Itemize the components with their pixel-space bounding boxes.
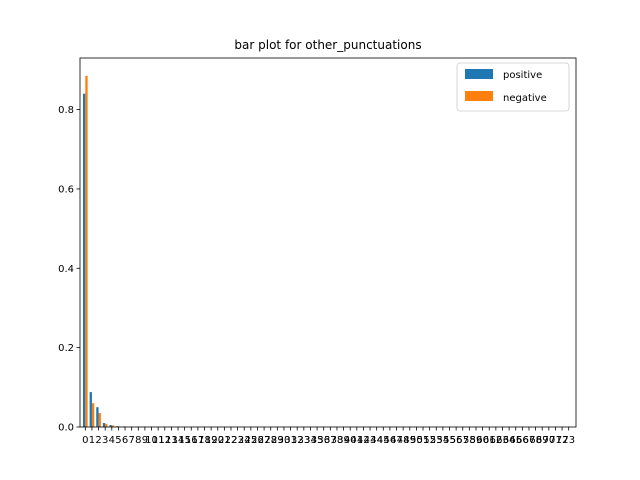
x-tick-label: 69: [536, 435, 549, 446]
x-tick-label: 46: [384, 435, 397, 446]
bar-negative-2: [98, 413, 101, 427]
x-tick-label: 65: [509, 435, 522, 446]
bar-positive-0: [83, 93, 86, 428]
x-tick-label: 10: [145, 435, 158, 446]
x-tick-label: 28: [264, 435, 277, 446]
x-tick-label: 18: [198, 435, 211, 446]
x-tick-label: 24: [238, 435, 251, 446]
y-tick-label: 0.0: [58, 423, 74, 434]
bar-negative-3: [105, 423, 108, 427]
x-tick-label: 45: [377, 435, 390, 446]
x-tick-label: 62: [489, 435, 502, 446]
x-tick-label: 32: [291, 435, 304, 446]
plot-frame: [79, 57, 577, 428]
x-tick-label: 4: [109, 435, 115, 446]
x-tick-label: 58: [463, 435, 476, 446]
x-tick-label: 44: [370, 435, 383, 446]
x-tick-label: 73: [562, 435, 575, 446]
bar-positive-2: [96, 407, 99, 427]
x-tick-label: 52: [423, 435, 436, 446]
x-tick-label: 26: [251, 435, 264, 446]
legend-swatch-negative: [465, 91, 493, 101]
legend-swatch-positive: [465, 69, 493, 79]
legend-label-positive: positive: [503, 70, 542, 81]
x-tick-label: 8: [135, 435, 141, 446]
x-tick-label: 16: [185, 435, 198, 446]
x-tick-label: 14: [172, 435, 185, 446]
legend-label-negative: negative: [503, 93, 547, 104]
x-tick-label: 71: [549, 435, 562, 446]
x-tick-label: 38: [331, 435, 344, 446]
x-tick-label: 70: [542, 435, 555, 446]
x-tick-label: 23: [231, 435, 244, 446]
x-tick-label: 53: [430, 435, 443, 446]
x-tick-label: 7: [128, 435, 134, 446]
x-tick-label: 67: [523, 435, 536, 446]
bar-positive-3: [102, 423, 106, 427]
x-tick-label: 66: [516, 435, 529, 446]
x-tick-label: 72: [556, 435, 569, 446]
x-tick-label: 68: [529, 435, 542, 446]
bar-positive-4: [109, 425, 112, 427]
x-tick-label: 57: [456, 435, 469, 446]
bar-negative-1: [91, 403, 95, 427]
x-tick-label: 50: [410, 435, 423, 446]
x-tick-label: 15: [178, 435, 191, 446]
bar-negative-0: [85, 75, 88, 427]
x-tick-label: 22: [225, 435, 238, 446]
chart-title: bar plot for other_punctuations: [234, 38, 421, 52]
x-tick-label: 61: [483, 435, 496, 446]
bar-negative-4: [111, 425, 115, 427]
x-tick-label: 49: [403, 435, 416, 446]
x-tick-label: 30: [278, 435, 291, 446]
x-tick-label: 39: [337, 435, 350, 446]
x-tick-label: 34: [304, 435, 317, 446]
bar-positive-1: [89, 392, 92, 427]
x-tick-label: 25: [244, 435, 257, 446]
x-tick-label: 54: [437, 435, 450, 446]
x-tick-label: 36: [317, 435, 330, 446]
x-tick-label: 63: [496, 435, 509, 446]
x-tick-label: 13: [165, 435, 178, 446]
x-tick-label: 59: [470, 435, 483, 446]
x-tick-label: 2: [95, 435, 101, 446]
x-tick-label: 6: [122, 435, 128, 446]
x-tick-label: 1: [89, 435, 95, 446]
x-tick-label: 48: [397, 435, 410, 446]
x-tick-label: 42: [357, 435, 370, 446]
x-tick-label: 19: [205, 435, 218, 446]
x-tick-label: 47: [390, 435, 403, 446]
y-tick-label: 0.8: [58, 105, 74, 116]
axes-layer: 0.00.20.40.60.80 1 2 3 4 5 6 7 8 9101112131415161…: [58, 105, 575, 446]
x-tick-label: 41: [350, 435, 363, 446]
x-tick-label: 31: [284, 435, 297, 446]
x-tick-label: 29: [271, 435, 284, 446]
x-tick-label: 33: [297, 435, 310, 446]
x-tick-label: 9: [142, 435, 148, 446]
x-tick-label: 3: [102, 435, 108, 446]
x-tick-label: 0: [82, 435, 88, 446]
x-tick-label: 51: [417, 435, 430, 446]
y-tick-label: 0.6: [58, 184, 74, 195]
x-tick-label: 11: [152, 435, 165, 446]
x-tick-label: 56: [450, 435, 463, 446]
legend: positive negative: [456, 62, 570, 112]
x-tick-label: 64: [503, 435, 516, 446]
x-tick-label: 21: [218, 435, 231, 446]
x-tick-label: 60: [476, 435, 489, 446]
x-tick-label: 20: [211, 435, 224, 446]
x-tick-label: 43: [364, 435, 377, 446]
x-tick-label: 12: [158, 435, 171, 446]
x-tick-label: 27: [258, 435, 271, 446]
y-tick-label: 0.4: [58, 264, 74, 275]
x-tick-label: 55: [443, 435, 456, 446]
x-tick-label: 40: [344, 435, 357, 446]
x-tick-label: 35: [311, 435, 324, 446]
y-tick-label: 0.2: [58, 343, 74, 354]
x-tick-label: 37: [324, 435, 337, 446]
x-tick-label: 5: [115, 435, 121, 446]
x-tick-label: 17: [192, 435, 205, 446]
